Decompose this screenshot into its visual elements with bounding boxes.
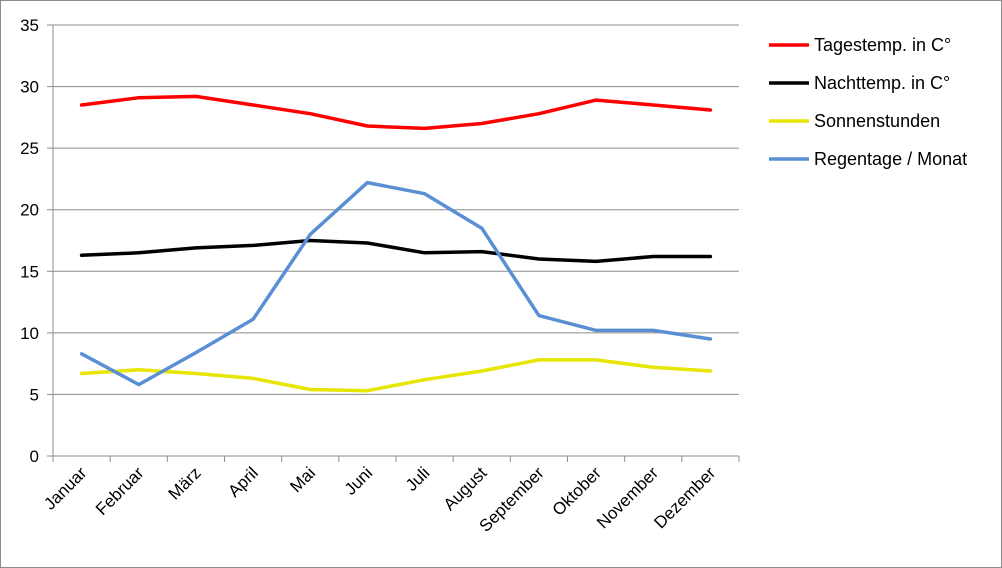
y-tick-label: 15 — [20, 262, 39, 281]
x-tick-label: Mai — [286, 463, 319, 496]
y-tick-label: 30 — [20, 78, 39, 97]
x-tick-label: Juli — [402, 463, 433, 494]
legend-label: Sonnenstunden — [814, 111, 940, 131]
legend-label: Tagestemp. in C° — [814, 35, 951, 55]
gridlines — [53, 24, 739, 395]
y-tick-label: 20 — [20, 201, 39, 220]
y-tick-labels: 0 5 10 15 20 25 30 35 — [20, 16, 39, 466]
x-tick-label: Juni — [341, 463, 376, 498]
y-tick-label: 5 — [30, 385, 39, 404]
series-lines — [79, 94, 713, 393]
x-tick-labels: Januar Februar März April Mai Juni Juli AugustS… — [40, 463, 719, 535]
legend: Tagestemp. in C° Nachttemp. in C° Sonnenst… — [769, 35, 967, 169]
legend-label: Nachttemp. in C° — [814, 73, 950, 93]
x-tick-label: November — [593, 463, 662, 532]
y-tick-label: 35 — [20, 16, 39, 35]
y-tick-label: 10 — [20, 324, 39, 343]
x-tick-label: August — [440, 463, 491, 514]
y-tick-label: 0 — [30, 447, 39, 466]
x-tick-label: Februar — [92, 463, 148, 519]
x-tick-label: Dezember — [650, 463, 719, 532]
x-tick-label: Oktober — [549, 463, 605, 519]
series-line — [79, 358, 713, 393]
x-tick-label: März — [165, 463, 205, 503]
y-tick-label: 25 — [20, 139, 39, 158]
axes — [47, 24, 740, 462]
series-line — [79, 180, 713, 387]
legend-label: Regentage / Monat — [814, 149, 967, 169]
x-tick-label: April — [224, 463, 261, 500]
series-line — [79, 94, 713, 131]
x-tick-label: Januar — [40, 463, 90, 513]
series-line — [79, 238, 713, 264]
